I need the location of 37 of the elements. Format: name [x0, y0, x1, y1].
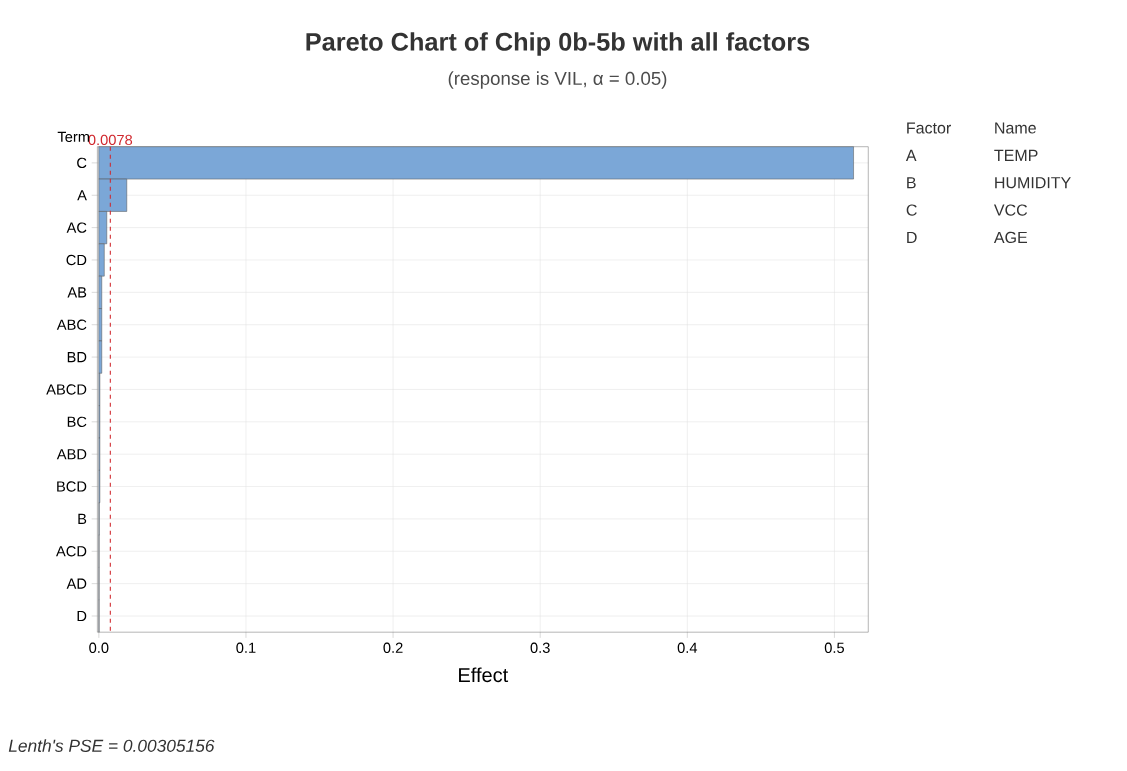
x-tick-label: 0.5	[824, 642, 844, 654]
text: D	[907, 231, 917, 243]
y-tick-label: AB	[67, 287, 87, 298]
text: HUMIDITY	[995, 177, 1071, 189]
x-tick-label: 0.1	[236, 642, 256, 654]
ref-line-label: 0.0078	[88, 134, 133, 146]
x-tick-label: 0.2	[383, 642, 403, 654]
y-tick-label: A	[77, 190, 87, 201]
y-tick-label: ABCD	[46, 384, 87, 395]
y-tick-label: BC	[67, 416, 87, 428]
text: Factor	[907, 122, 951, 134]
y-tick-label: AD	[66, 578, 87, 589]
y-tick-label: C	[77, 157, 87, 169]
y-tick-label: BCD	[57, 481, 87, 492]
text: A	[905, 149, 917, 161]
text: Lenth's PSE = 0.00305156	[8, 739, 215, 752]
text: B	[907, 177, 916, 189]
chart-title: Pareto Chart of Chip 0b-5b with all factors	[306, 32, 810, 56]
y-tick-label: B	[78, 513, 87, 524]
y-tick-label: BD	[67, 352, 87, 363]
x-tick-label: 0.4	[677, 642, 698, 654]
x-axis-title: Effect	[459, 667, 509, 683]
y-tick-label: CD	[66, 254, 87, 266]
y-tick-label: ABD	[56, 449, 87, 460]
x-tick-label: 0.0	[89, 642, 109, 654]
y-tick-label: D	[77, 611, 87, 622]
chart-subtitle: (response is VIL, α = 0.05)	[448, 71, 667, 89]
x-tick-label: 0.3	[530, 642, 550, 654]
text: C	[906, 204, 917, 216]
y-tick-label: ACD	[56, 546, 87, 557]
text: TEMP	[994, 149, 1038, 161]
text: VCC	[993, 204, 1028, 216]
y-axis-title: Term	[57, 131, 90, 143]
y-tick-label: AC	[66, 222, 87, 233]
text: AGE	[993, 231, 1028, 244]
y-tick-label: ABC	[56, 319, 87, 330]
text: Name	[995, 122, 1036, 134]
